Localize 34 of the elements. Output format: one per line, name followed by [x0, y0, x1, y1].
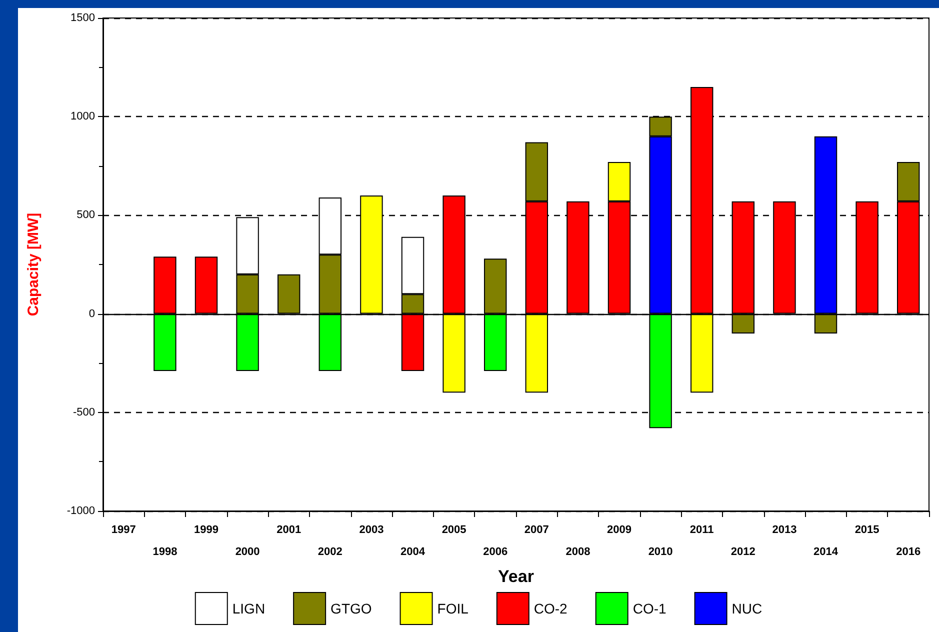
x-tick-label: 2016 [896, 546, 921, 558]
x-tick-label: 1997 [111, 524, 136, 536]
x-tick-label: 2007 [524, 524, 549, 536]
x-tick-label: 2011 [690, 524, 714, 536]
x-tick-label: 2012 [730, 546, 756, 558]
x-axis-title: Year [498, 566, 534, 586]
x-tick-label: 2000 [235, 546, 260, 558]
legend-label: NUC [732, 600, 762, 616]
legend-label: LIGN [232, 600, 266, 616]
y-tick-label: 1000 [70, 110, 95, 123]
x-tick-label: 2013 [772, 524, 797, 536]
x-tick-label: 1998 [152, 546, 178, 558]
y-tick-label: 500 [76, 209, 95, 222]
x-tick-label: 2014 [814, 546, 839, 558]
x-tick-label: 2003 [359, 524, 384, 536]
x-tick-label: 1999 [194, 524, 218, 536]
legend-label: CO-1 [632, 600, 667, 616]
y-tick-label: -500 [72, 406, 95, 418]
x-tick-label: 2002 [318, 546, 342, 558]
y-tick-label: 1500 [70, 12, 95, 24]
x-tick-label: 2005 [442, 524, 466, 536]
x-tick-label: 2009 [607, 524, 632, 536]
legend-label: FOIL [437, 600, 469, 616]
x-tick-label: 2006 [483, 546, 508, 558]
y-axis-title: Capacity [MW] [25, 212, 42, 316]
x-tick-label: 2015 [854, 524, 880, 536]
x-tick-label: 2001 [276, 524, 302, 536]
legend-label: GTGO [330, 600, 372, 616]
legend-label: CO-2 [534, 600, 568, 616]
x-tick-label: 2008 [566, 546, 590, 558]
x-tick-label: 2010 [648, 546, 673, 558]
x-tick-label: 2004 [400, 546, 426, 558]
y-tick-label: -1000 [66, 505, 95, 517]
y-tick-label: 0 [88, 308, 95, 320]
